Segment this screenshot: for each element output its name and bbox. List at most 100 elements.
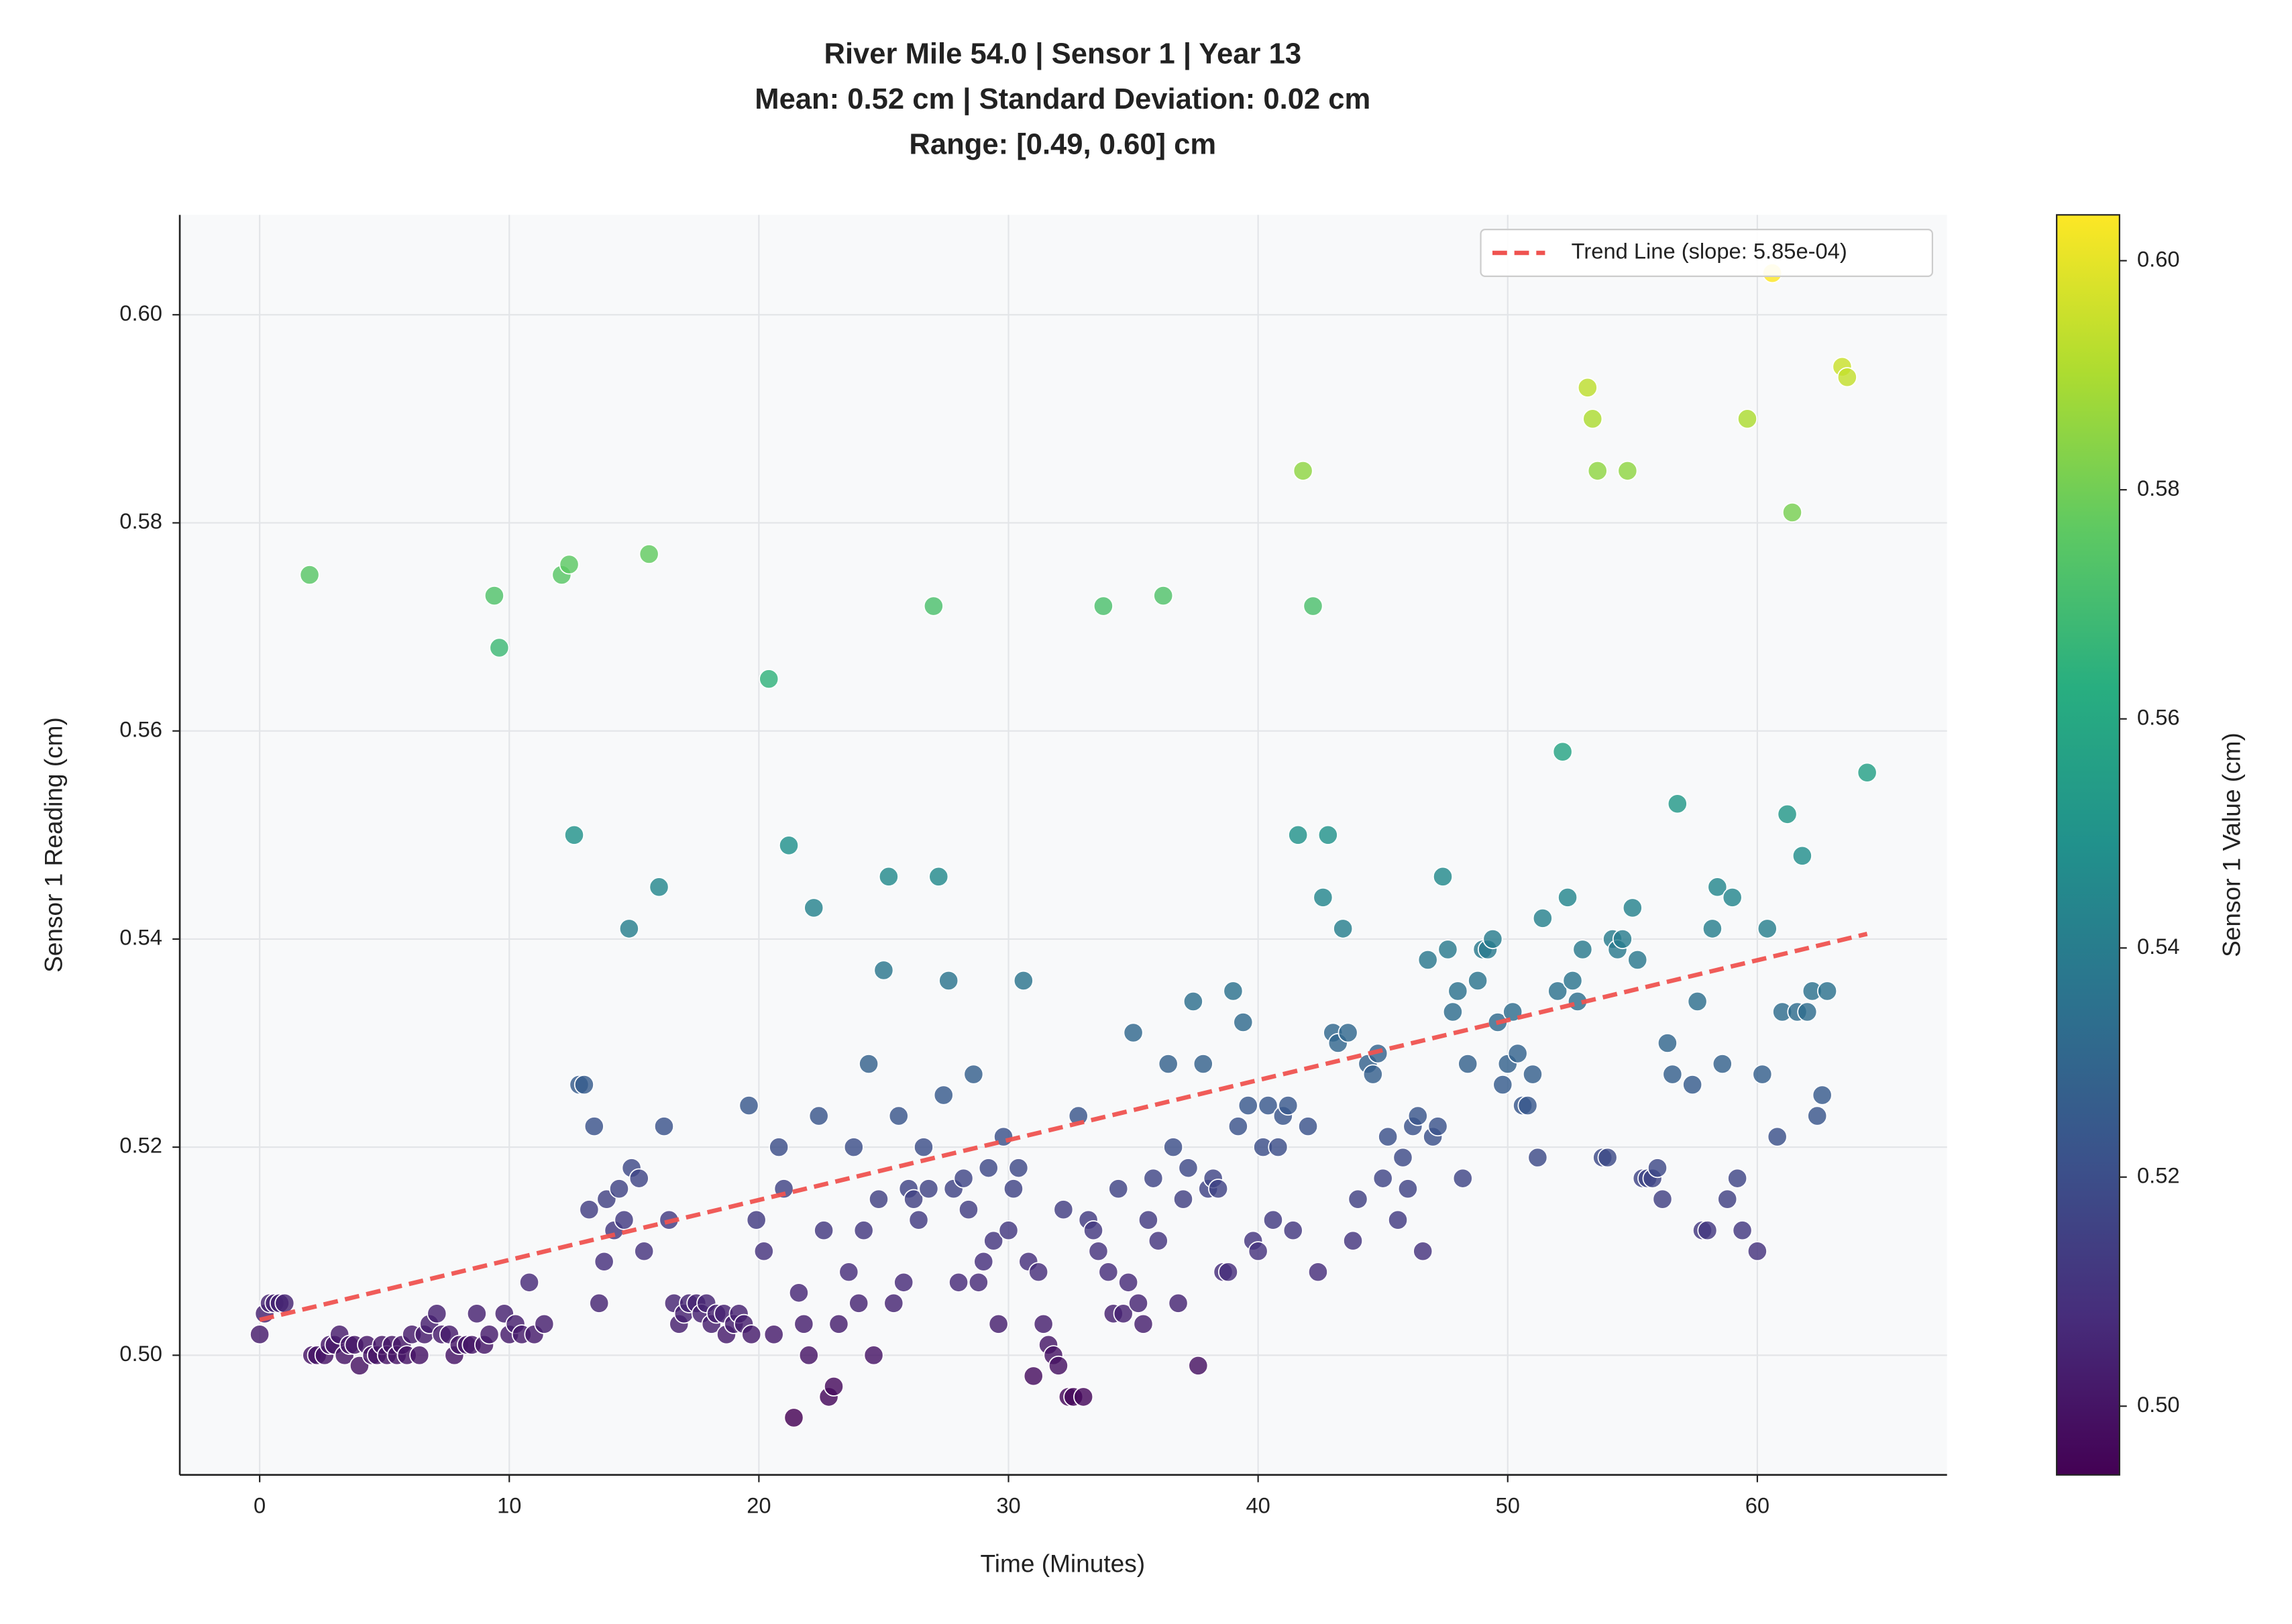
x-tick-label: 50 (1496, 1493, 1520, 1517)
point (798, 1345, 819, 1366)
point (1413, 1241, 1433, 1262)
point (1208, 1179, 1229, 1199)
point (1048, 1355, 1069, 1376)
point (1003, 1179, 1024, 1199)
point (938, 970, 959, 991)
point (1223, 981, 1244, 1002)
point (1782, 502, 1803, 523)
point (1857, 762, 1877, 783)
point (746, 1209, 767, 1230)
point (274, 1293, 295, 1313)
colorbar-tick-label: 0.52 (2137, 1162, 2180, 1187)
point (1712, 1054, 1733, 1075)
y-tick-label: 0.52 (119, 1133, 162, 1158)
point (1448, 981, 1468, 1002)
point (1153, 586, 1174, 606)
point (763, 1324, 784, 1345)
point (563, 824, 585, 845)
point (953, 1168, 974, 1189)
point (1757, 918, 1778, 939)
point (1468, 970, 1488, 991)
point (1073, 1387, 1094, 1407)
point (1023, 1366, 1044, 1387)
point (1807, 1105, 1828, 1126)
point (1687, 991, 1708, 1012)
chart-title: Mean: 0.52 cm | Standard Deviation: 0.02… (755, 83, 1370, 116)
point (299, 564, 320, 586)
point (1582, 409, 1603, 429)
y-tick-label: 0.56 (119, 716, 162, 741)
colorbar-label: Sensor 1 Value (cm) (2218, 733, 2246, 957)
point (589, 1293, 610, 1313)
colorbar-tick-label: 0.60 (2137, 246, 2180, 271)
point (1248, 1241, 1268, 1262)
point (808, 1105, 829, 1126)
point (1093, 596, 1113, 616)
point (1657, 1032, 1678, 1054)
point (1307, 1262, 1328, 1283)
point (1747, 1241, 1767, 1262)
plot-background (180, 215, 1947, 1475)
point (1432, 866, 1454, 887)
point (978, 1158, 999, 1179)
point (1707, 877, 1728, 898)
point (1128, 1293, 1149, 1313)
point (1617, 460, 1638, 481)
point (1362, 1064, 1383, 1085)
point (1317, 824, 1338, 845)
point (1283, 1220, 1303, 1241)
point (614, 1209, 635, 1230)
point (484, 586, 504, 606)
point (1217, 1262, 1239, 1283)
point (1227, 1116, 1248, 1137)
point (1732, 1220, 1753, 1241)
x-tick-label: 40 (1246, 1493, 1270, 1517)
point (849, 1293, 869, 1313)
point (1303, 596, 1323, 616)
point (1427, 1116, 1448, 1137)
colorbar (2056, 214, 2120, 1476)
point (629, 1168, 649, 1189)
point (1507, 1043, 1528, 1064)
point (634, 1241, 655, 1262)
marks (250, 263, 1877, 1428)
point (1572, 939, 1593, 960)
point (1722, 887, 1743, 908)
point (883, 1293, 904, 1313)
point (778, 835, 800, 856)
point (933, 1085, 954, 1105)
point (1268, 1137, 1289, 1158)
point (753, 1241, 774, 1262)
chart-title: Range: [0.49, 0.60] cm (909, 128, 1216, 160)
point (794, 1313, 814, 1334)
point (1492, 1075, 1513, 1095)
legend-box (1480, 229, 1934, 277)
point (804, 898, 824, 918)
point (1777, 804, 1798, 824)
point (973, 1251, 994, 1272)
point (534, 1313, 555, 1334)
point (1013, 970, 1034, 991)
point (1702, 918, 1723, 939)
point (1372, 1168, 1393, 1189)
y-tick-label: 0.58 (119, 508, 162, 533)
point (1522, 1064, 1543, 1085)
point (1098, 1262, 1119, 1283)
point (1088, 1241, 1109, 1262)
point (1238, 1095, 1258, 1116)
trend-line (259, 931, 1868, 1322)
point (1338, 1022, 1358, 1043)
x-tick-label: 0 (254, 1493, 266, 1517)
point (1158, 1054, 1179, 1075)
point (1812, 1085, 1833, 1105)
point (1348, 1189, 1368, 1209)
point (1737, 409, 1758, 429)
point (1008, 1158, 1029, 1179)
point (1767, 1126, 1788, 1147)
point (1837, 367, 1857, 388)
point (1183, 991, 1203, 1012)
point (466, 1303, 487, 1324)
point (913, 1137, 934, 1158)
point (653, 1116, 675, 1137)
